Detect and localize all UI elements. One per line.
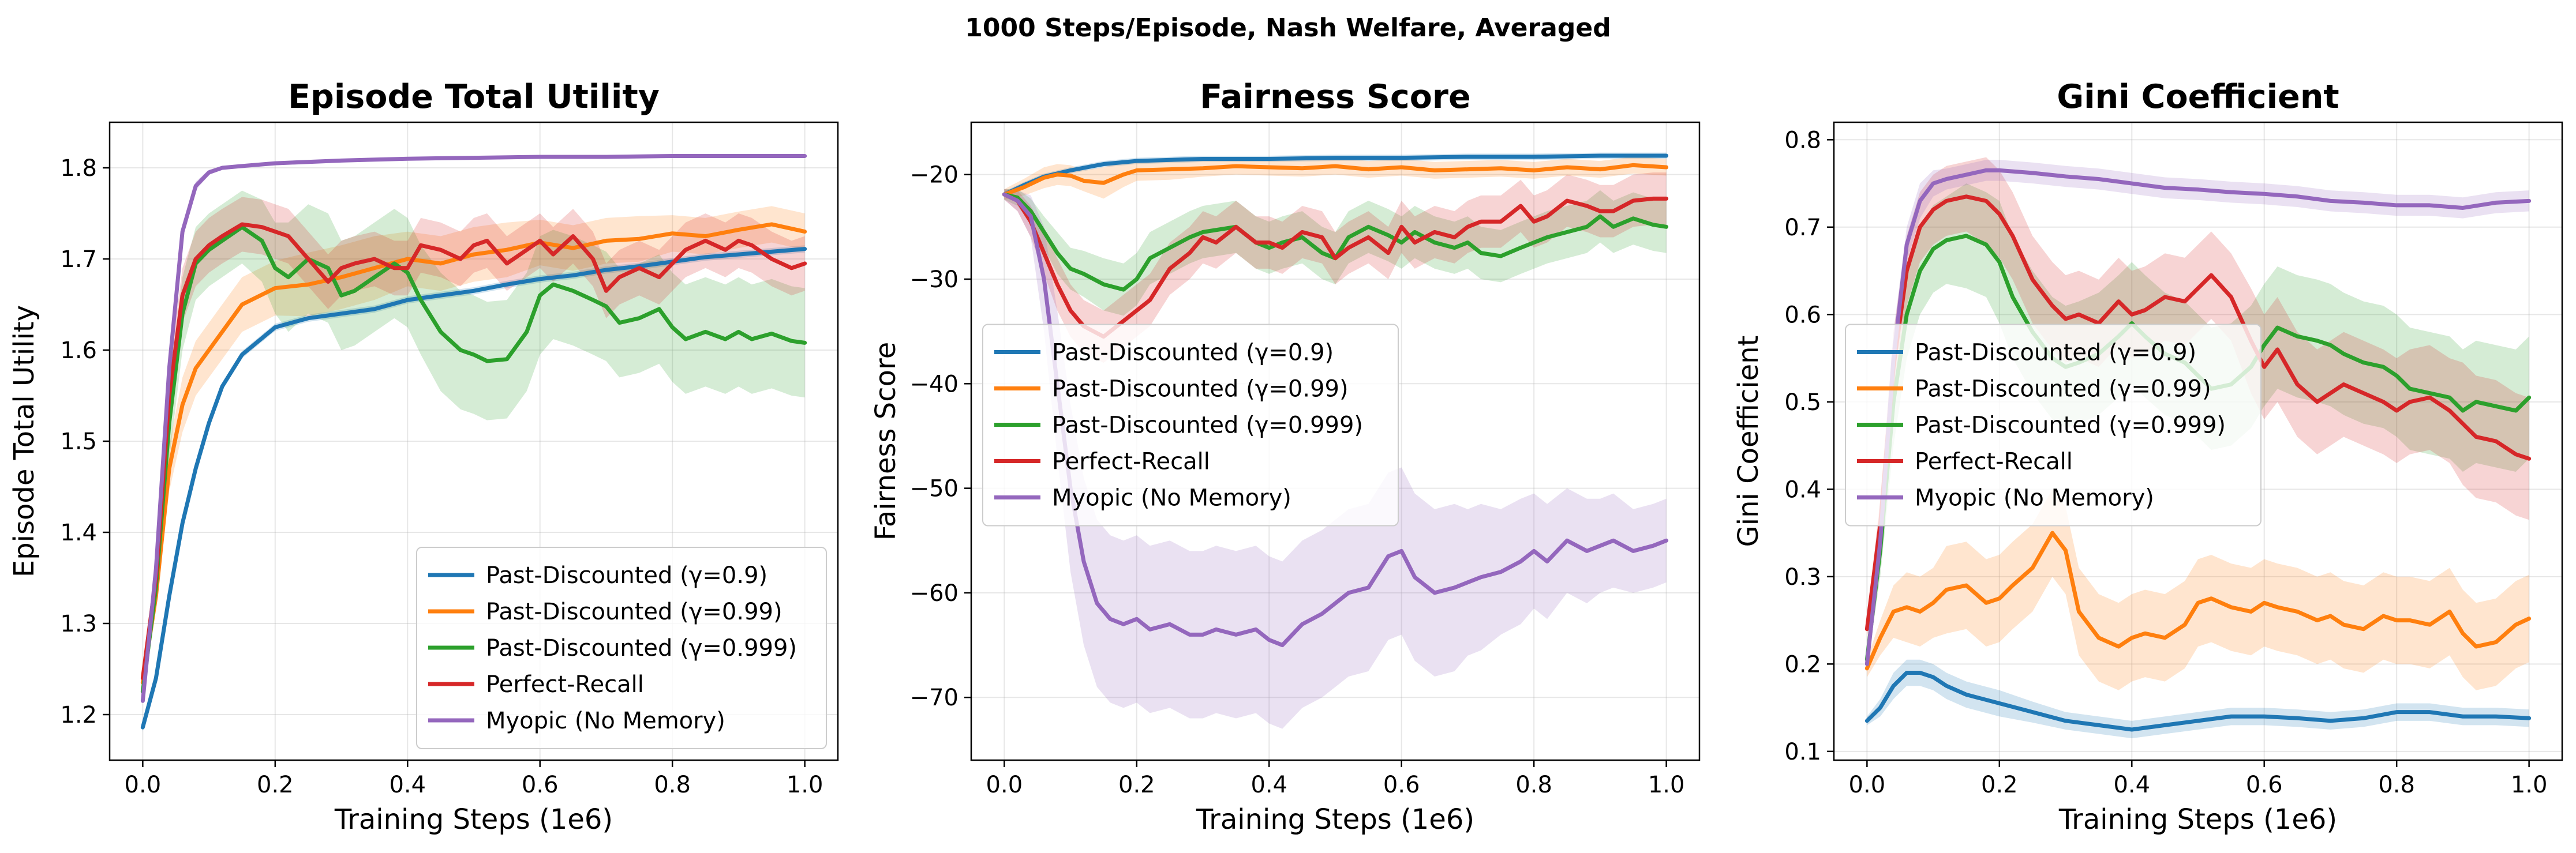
chart-panel-3: 0.0 0.2 0.4 0.6 0.8 1.0 0.1 0.2 0.3 0.4 0.5 0.6 0.7 0… (1732, 78, 2563, 836)
y-tick-label: 0.7 (1784, 215, 1821, 241)
y-tick-label: 0.5 (1784, 389, 1821, 416)
y-tick-label: 0.2 (1784, 651, 1821, 678)
legend-box (416, 547, 827, 749)
axes-frame (970, 121, 1701, 761)
y-tick-label: 1.2 (60, 702, 97, 728)
y-tick-label: −40 (910, 371, 958, 397)
chart-panel-1: 0.0 0.2 0.4 0.6 0.8 1.0 1.2 1.3 1.4 1.5 1.6 1.7 1.8 E… (8, 78, 839, 836)
x-tick-label: 0.2 (1118, 772, 1155, 798)
x-tick-label: 0.8 (1515, 772, 1552, 798)
y-axis-label: Gini Coefficient (1732, 336, 1765, 547)
legend-entry: Perfect-Recall (486, 671, 644, 698)
series-line (140, 222, 807, 685)
x-tick-label: 0.6 (2246, 772, 2283, 798)
series-band (1867, 659, 2529, 739)
x-tick-label: 0.2 (257, 772, 294, 798)
x-tick-label: 1.0 (2511, 772, 2548, 798)
y-tick-label: 1.3 (60, 611, 97, 637)
y-tick-label: 0.8 (1784, 127, 1821, 153)
series-line (1864, 670, 2532, 732)
x-tick-label: 0.8 (654, 772, 691, 798)
x-tick-label: 0.0 (125, 772, 162, 798)
legend-entry: Myopic (No Memory) (1915, 485, 2154, 512)
legend-entry: Past-Discounted (γ=0.9) (1915, 340, 2196, 366)
series-band (1004, 189, 1667, 729)
legend-entry: Myopic (No Memory) (1052, 485, 1291, 512)
series-band (1004, 189, 1667, 316)
legend-box (982, 324, 1399, 527)
series-line (1002, 192, 1669, 292)
series-line (140, 153, 807, 703)
x-tick-label: 0.0 (1849, 772, 1886, 798)
panel-title: Episode Total Utility (288, 78, 660, 116)
legend-entry: Past-Discounted (γ=0.9) (1052, 340, 1334, 366)
chart-panel-2: 0.0 0.2 0.4 0.6 0.8 1.0 −70 −60 −50 −40 −30 −20 Fair… (870, 78, 1701, 836)
panel-title: Gini Coefficient (2057, 78, 2339, 116)
legend-entry: Past-Discounted (γ=0.99) (486, 599, 782, 625)
x-tick-label: 1.0 (1648, 772, 1685, 798)
x-axis-label: Training Steps (1e6) (334, 803, 613, 836)
y-tick-label: 0.3 (1784, 564, 1821, 591)
series-band (1867, 489, 2529, 690)
panel-title: Fairness Score (1200, 78, 1470, 116)
legend-entry: Past-Discounted (γ=0.999) (486, 635, 797, 662)
y-tick-label: −20 (910, 162, 958, 189)
series-line (140, 225, 807, 694)
y-tick-label: 1.4 (60, 520, 97, 546)
y-tick-label: −70 (910, 685, 958, 711)
legend-entry: Past-Discounted (γ=0.999) (1052, 412, 1363, 439)
x-axis-label: Training Steps (1e6) (2058, 803, 2337, 836)
x-tick-label: 0.2 (1981, 772, 2018, 798)
legend: Past-Discounted (γ=0.9) Past-Discounted (… (982, 324, 1399, 527)
legend-entry: Past-Discounted (γ=0.9) (486, 562, 767, 589)
x-tick-label: 0.4 (389, 772, 426, 798)
x-tick-label: 0.4 (1250, 772, 1287, 798)
y-tick-label: 1.5 (60, 429, 97, 455)
series-line (1864, 168, 2532, 666)
legend: Past-Discounted (γ=0.9) Past-Discounted (… (1845, 324, 2262, 527)
y-tick-label: 1.7 (60, 246, 97, 273)
legend-box (1845, 324, 2262, 527)
axes-frame (1833, 121, 2563, 761)
x-tick-label: 0.6 (1383, 772, 1420, 798)
x-axis-label: Training Steps (1e6) (1196, 803, 1474, 836)
y-tick-label: −60 (910, 580, 958, 607)
series-line (1002, 192, 1669, 648)
series-line (1002, 163, 1669, 197)
y-tick-label: 1.6 (60, 337, 97, 364)
legend: Past-Discounted (γ=0.9) Past-Discounted (… (416, 547, 827, 749)
series-line (1864, 531, 2532, 671)
y-axis-label: Fairness Score (870, 342, 902, 541)
y-tick-label: 0.4 (1784, 476, 1821, 503)
legend-entry: Past-Discounted (γ=0.99) (1915, 376, 2211, 403)
x-tick-label: 0.8 (2378, 772, 2415, 798)
series-line (140, 222, 807, 681)
y-tick-label: 1.8 (60, 155, 97, 182)
series-line (1864, 194, 2532, 632)
y-tick-label: −30 (910, 266, 958, 293)
x-tick-label: 0.4 (2113, 772, 2150, 798)
legend-entry: Perfect-Recall (1052, 449, 1210, 475)
figure-title: 1000 Steps/Episode, Nash Welfare, Averag… (965, 13, 1611, 43)
x-tick-label: 0.0 (986, 772, 1023, 798)
legend-entry: Perfect-Recall (1915, 449, 2073, 475)
x-tick-label: 1.0 (787, 772, 823, 798)
y-tick-label: 0.1 (1784, 739, 1821, 765)
x-tick-label: 0.6 (522, 772, 559, 798)
legend-entry: Past-Discounted (γ=0.99) (1052, 376, 1349, 403)
y-tick-label: 0.6 (1784, 302, 1821, 328)
series-band (1867, 160, 2529, 673)
y-tick-label: −50 (910, 476, 958, 502)
plot-area (140, 153, 807, 732)
plot-area (1002, 152, 1669, 729)
y-axis-label: Episode Total Utility (8, 305, 40, 577)
legend-entry: Past-Discounted (γ=0.999) (1915, 412, 2226, 439)
legend-entry: Myopic (No Memory) (486, 708, 725, 734)
